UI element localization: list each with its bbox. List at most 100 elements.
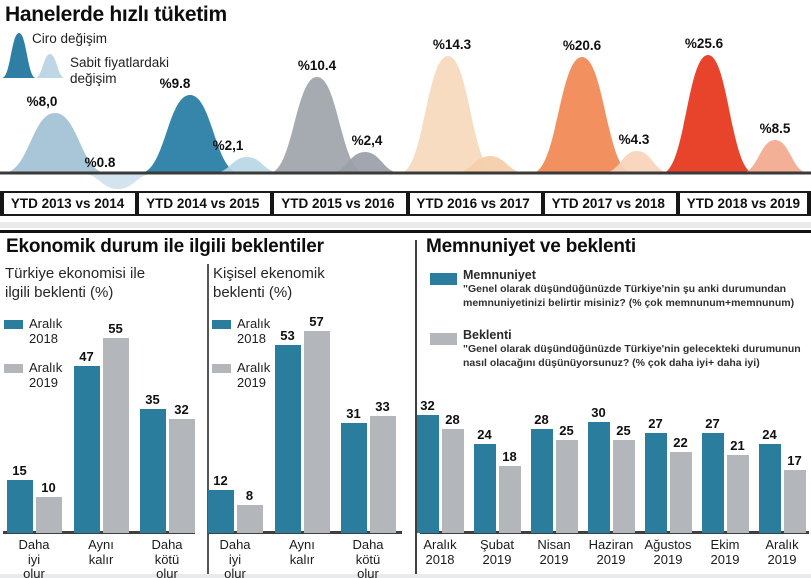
legend-swatch-memnuniyet [430, 273, 457, 285]
ytd-period-label: YTD 2013 vs 2014 [10, 196, 125, 211]
ytd-period-label: YTD 2015 vs 2016 [281, 196, 395, 211]
density-curve-ciro [3, 113, 107, 173]
bar-series2 [303, 331, 330, 533]
density-curve-sabit [329, 152, 401, 173]
bar-series2 [102, 338, 129, 533]
curve-value-label: %14.3 [433, 37, 472, 52]
separator-strip [0, 222, 811, 228]
bar-value-label: 18 [502, 449, 517, 464]
density-curve-sabit [213, 157, 281, 173]
bar-value-label: 12 [213, 473, 228, 488]
curve-legend-ciro-label: Ciro değişim [32, 31, 108, 46]
bar-value-label: 25 [559, 423, 574, 438]
ytd-period-label: YTD 2018 vs 2019 [686, 196, 801, 211]
bar-value-label: 22 [673, 435, 688, 450]
density-curve-ciro [662, 55, 754, 173]
bar-value-label: 28 [445, 412, 460, 427]
turkiye-chart-title: Türkiye ekonomisi ile ilgili beklenti (%… [5, 265, 146, 301]
legend-label: Aralık 2018 [29, 316, 63, 346]
legend-label: Aralık 2018 [237, 316, 271, 346]
bar-series2 [726, 455, 749, 533]
bar-series2 [236, 505, 263, 533]
bar-value-label: 24 [477, 427, 492, 442]
curve-value-label: %2,1 [213, 138, 244, 153]
bar-series1 [701, 433, 724, 533]
bar-series1 [758, 444, 781, 533]
ytd-period-label: YTD 2016 vs 2017 [416, 196, 530, 211]
bar-value-label: 55 [108, 321, 123, 336]
bar-series1 [340, 423, 367, 533]
legend-swatch-gray [4, 364, 23, 373]
density-curve-ciro [269, 77, 365, 173]
bar-value-label: 57 [309, 314, 324, 329]
bar-value-label: 33 [375, 399, 390, 414]
curve-value-label: %2,4 [352, 133, 383, 148]
bar-series1 [6, 480, 33, 533]
bar-series1 [416, 415, 439, 533]
axis-category-label: Haziran 2019 [588, 537, 634, 567]
bar-value-label: 17 [787, 453, 802, 468]
axis-category-label: Ağustos 2019 [644, 537, 692, 567]
bar-value-label: 15 [12, 463, 27, 478]
bar-series2 [441, 429, 464, 533]
ytd-tick [807, 193, 811, 214]
axis-category-label: Ekim 2019 [710, 537, 740, 567]
fmcg-density-chart: %8,0 %0.8 %9.8 %2,1 %10.4 %2,4 %14.3 %20.6 %4.3%… [0, 33, 811, 189]
legend-swatch-gray [212, 364, 231, 373]
bar-series2 [783, 470, 806, 533]
ytd-band-bottom-line [0, 214, 811, 216]
density-curve-sabit [603, 151, 671, 173]
ytd-tick [541, 193, 545, 214]
density-curve-sabit [741, 140, 809, 173]
axis-category-label: Daha iyi olur [219, 537, 251, 578]
bar-value-label: 32 [174, 402, 189, 417]
curve-value-label: %0.8 [85, 155, 116, 170]
bar-series1 [207, 490, 234, 533]
legend-label: Aralık 2019 [29, 360, 63, 390]
bar-series1 [73, 366, 100, 533]
curve-value-label: %4.3 [619, 132, 650, 147]
bar-value-label: 25 [616, 423, 631, 438]
legend-note-memnuniyet: "Genel olarak düşündüğünüzde Türkiye'nin… [463, 283, 795, 309]
curve-value-label: %8.5 [760, 121, 791, 136]
ytd-tick [270, 193, 274, 214]
bar-value-label: 30 [591, 405, 606, 420]
bar-series1 [473, 444, 496, 533]
economy-section-heading: Ekonomik durum ile ilgili beklentiler [6, 236, 324, 257]
separator-strip [0, 574, 811, 578]
legend-label: Aralık 2019 [237, 360, 271, 390]
legend-label-memnuniyet: Memnuniyet [463, 268, 536, 282]
ytd-tick [676, 193, 680, 214]
kisisel-chart-title: Kişisel ekenomik beklenti (%) [213, 265, 325, 301]
bar-value-label: 21 [730, 438, 745, 453]
bar-value-label: 27 [648, 416, 663, 431]
bar-series2 [612, 440, 635, 533]
bar-value-label: 47 [79, 349, 94, 364]
bar-series2 [369, 416, 396, 533]
curve-value-label: %8,0 [27, 94, 58, 109]
curve-value-label: %10.4 [298, 58, 337, 73]
bar-series2 [498, 466, 521, 533]
legend-swatch-beklenti [430, 333, 457, 345]
axis-category-label: Daha kötü olur [151, 537, 183, 578]
legend-label-beklenti: Beklenti [463, 328, 512, 342]
density-curve-ciro [532, 57, 632, 173]
density-curve-ciro [400, 56, 496, 173]
bar-value-label: 53 [280, 328, 295, 343]
legend-note-beklenti: "Genel olarak düşündüğünüzde Türkiye'nin… [463, 343, 801, 369]
axis-category-label: Şubat 2019 [480, 537, 514, 567]
bar-value-label: 24 [762, 427, 777, 442]
bar-series1 [587, 422, 610, 533]
bar-value-label: 32 [420, 398, 435, 413]
axis-category-label: Daha kötü olur [352, 537, 384, 578]
bar-value-label: 27 [705, 416, 720, 431]
bar-value-label: 8 [245, 488, 254, 503]
section-divider [415, 240, 417, 578]
ytd-tick [406, 193, 410, 214]
ytd-period-label: YTD 2017 vs 2018 [551, 196, 665, 211]
bar-series1 [530, 429, 553, 533]
ytd-period-label: YTD 2014 vs 2015 [146, 196, 260, 211]
bar-series2 [669, 452, 692, 533]
axis-category-label: Aynı kalır [289, 537, 315, 567]
